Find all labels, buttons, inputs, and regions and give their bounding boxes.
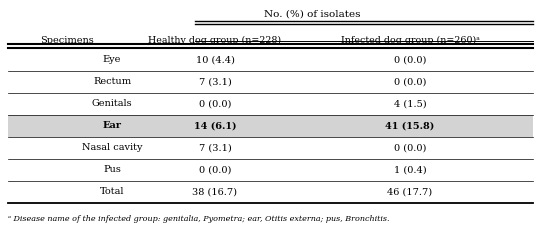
Text: Ear: Ear (102, 122, 122, 130)
Text: Infected dog group (n=260)ᵃ: Infected dog group (n=260)ᵃ (341, 36, 479, 45)
Text: 46 (17.7): 46 (17.7) (387, 187, 433, 196)
Text: No. (%) of isolates: No. (%) of isolates (264, 10, 361, 19)
Text: 0 (0.0): 0 (0.0) (394, 143, 426, 152)
Text: Healthy dog group (n=228): Healthy dog group (n=228) (148, 36, 281, 45)
Text: 38 (16.7): 38 (16.7) (193, 187, 237, 196)
Text: 0 (0.0): 0 (0.0) (394, 77, 426, 86)
Text: Total: Total (100, 187, 124, 196)
Text: Nasal cavity: Nasal cavity (82, 143, 142, 152)
Text: Specimens: Specimens (40, 36, 94, 45)
Bar (8, 115, 533, 137)
Text: 0 (0.0): 0 (0.0) (199, 100, 231, 109)
Text: 0 (0.0): 0 (0.0) (394, 56, 426, 64)
Text: 7 (3.1): 7 (3.1) (199, 77, 232, 86)
Text: ᵃ Disease name of the infected group: genitalia, Pyometra; ear, Otitis externa; : ᵃ Disease name of the infected group: ge… (8, 215, 390, 223)
Text: 10 (4.4): 10 (4.4) (195, 56, 234, 64)
Text: 4 (1.5): 4 (1.5) (394, 100, 426, 109)
Text: Genitals: Genitals (91, 100, 133, 109)
Text: 7 (3.1): 7 (3.1) (199, 143, 232, 152)
Text: 1 (0.4): 1 (0.4) (394, 166, 426, 175)
Text: Eye: Eye (103, 56, 121, 64)
Text: 14 (6.1): 14 (6.1) (194, 122, 236, 130)
Text: 41 (15.8): 41 (15.8) (385, 122, 434, 130)
Text: Pus: Pus (103, 166, 121, 175)
Text: 0 (0.0): 0 (0.0) (199, 166, 231, 175)
Text: Rectum: Rectum (93, 77, 131, 86)
